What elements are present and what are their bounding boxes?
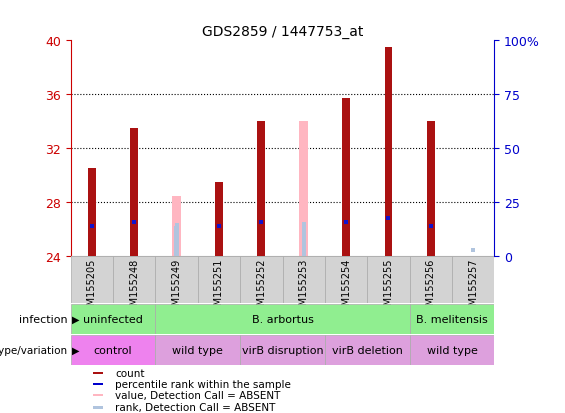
Bar bbox=[342, 99, 350, 256]
Bar bbox=[302, 223, 306, 256]
Bar bbox=[131, 128, 138, 256]
Text: GSM155254: GSM155254 bbox=[341, 258, 351, 317]
Text: ▶: ▶ bbox=[72, 345, 80, 355]
Bar bbox=[410, 335, 494, 365]
Text: GSM155255: GSM155255 bbox=[384, 258, 393, 317]
Text: wild type: wild type bbox=[427, 345, 477, 355]
Bar bbox=[155, 256, 198, 304]
Bar bbox=[299, 122, 308, 256]
Bar bbox=[325, 256, 367, 304]
Text: rank, Detection Call = ABSENT: rank, Detection Call = ABSENT bbox=[115, 402, 276, 412]
Bar bbox=[240, 256, 282, 304]
Bar bbox=[385, 48, 392, 256]
Bar bbox=[452, 256, 494, 304]
Text: GSM155205: GSM155205 bbox=[87, 258, 97, 317]
Text: percentile rank within the sample: percentile rank within the sample bbox=[115, 379, 291, 389]
Bar bbox=[71, 304, 155, 334]
Bar bbox=[93, 372, 103, 375]
Text: wild type: wild type bbox=[172, 345, 223, 355]
Text: B. melitensis: B. melitensis bbox=[416, 314, 488, 324]
Bar bbox=[325, 335, 410, 365]
Bar bbox=[71, 335, 155, 365]
Bar bbox=[410, 256, 452, 304]
Text: value, Detection Call = ABSENT: value, Detection Call = ABSENT bbox=[115, 390, 281, 400]
Title: GDS2859 / 1447753_at: GDS2859 / 1447753_at bbox=[202, 25, 363, 39]
Text: GSM155257: GSM155257 bbox=[468, 258, 478, 317]
Bar bbox=[410, 304, 494, 334]
Bar bbox=[258, 122, 265, 256]
Bar bbox=[93, 394, 103, 396]
Text: infection: infection bbox=[19, 314, 68, 324]
Bar bbox=[155, 304, 410, 334]
Bar bbox=[175, 226, 179, 256]
Bar bbox=[198, 256, 240, 304]
Bar bbox=[215, 182, 223, 256]
Bar bbox=[93, 383, 103, 385]
Bar bbox=[282, 256, 325, 304]
Text: GSM155252: GSM155252 bbox=[257, 258, 266, 317]
Bar bbox=[367, 256, 410, 304]
Bar bbox=[113, 256, 155, 304]
Text: virB disruption: virB disruption bbox=[242, 345, 323, 355]
Text: GSM155251: GSM155251 bbox=[214, 258, 224, 317]
Text: control: control bbox=[94, 345, 132, 355]
Bar bbox=[427, 122, 434, 256]
Text: count: count bbox=[115, 368, 145, 378]
Text: genotype/variation: genotype/variation bbox=[0, 345, 68, 355]
Text: GSM155253: GSM155253 bbox=[299, 258, 308, 317]
Text: ▶: ▶ bbox=[72, 314, 80, 324]
Text: virB deletion: virB deletion bbox=[332, 345, 403, 355]
Bar bbox=[172, 197, 181, 256]
Bar bbox=[155, 335, 240, 365]
Text: GSM155248: GSM155248 bbox=[129, 258, 139, 317]
Text: uninfected: uninfected bbox=[83, 314, 143, 324]
Text: GSM155256: GSM155256 bbox=[426, 258, 436, 317]
Text: GSM155249: GSM155249 bbox=[172, 258, 181, 317]
Bar bbox=[240, 335, 325, 365]
Bar bbox=[71, 256, 113, 304]
Bar bbox=[93, 406, 103, 408]
Bar bbox=[88, 169, 95, 256]
Text: B. arbortus: B. arbortus bbox=[251, 314, 314, 324]
